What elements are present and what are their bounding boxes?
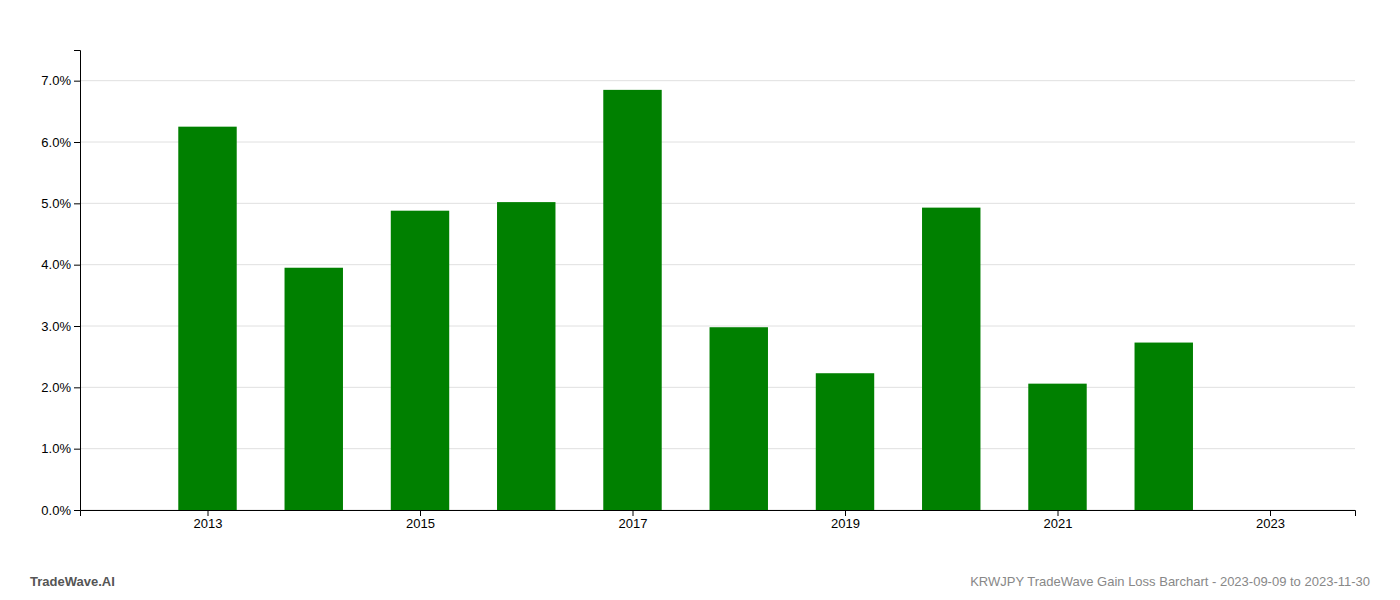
x-tick: 2019 [831,510,860,531]
y-tick-mark [74,203,80,204]
x-tick-mark [633,510,634,516]
x-tick-mark [208,510,209,516]
x-tick-mark [1058,510,1059,516]
y-tick-mark [74,81,80,82]
y-tick: 1.0% [41,441,80,456]
grid-line [80,203,1355,204]
bars [178,90,1193,510]
x-tick-mark [420,510,421,516]
grid-line [80,326,1355,327]
y-tick: 3.0% [41,319,80,334]
y-tick-label: 3.0% [41,319,71,334]
chart: 2013 2015 2017 2019 2021 2023 0.0% 1.0% 2.0% 3.0%… [0,0,1400,600]
bar [285,268,343,510]
bar [710,327,768,510]
x-axis: 2013 2015 2017 2019 2021 2023 [81,510,1356,531]
y-tick-label: 4.0% [41,257,71,272]
y-tick-mark [74,449,80,450]
x-axis-line [81,511,1356,517]
bar [1028,384,1086,510]
bar [1135,343,1193,510]
grid-line [80,80,1355,81]
y-tick: 5.0% [41,196,80,211]
y-tick-label: 5.0% [41,196,71,211]
y-tick-label: 2.0% [41,380,71,395]
grid-line [80,142,1355,143]
x-tick-label: 2013 [194,516,223,531]
x-tick: 2023 [1256,510,1285,531]
y-tick-label: 0.0% [41,503,71,518]
y-tick-mark [74,142,80,143]
x-tick-label: 2021 [1044,516,1073,531]
footer-right: KRWJPY TradeWave Gain Loss Barchart - 20… [970,574,1370,589]
y-tick-label: 1.0% [41,441,71,456]
y-tick-mark [74,326,80,327]
grid-line [80,264,1355,265]
x-tick: 2017 [619,510,648,531]
x-tick: 2015 [406,510,435,531]
y-tick-mark [74,510,80,511]
x-tick-label: 2017 [619,516,648,531]
x-tick: 2021 [1044,510,1073,531]
y-tick: 6.0% [41,135,80,150]
grid [80,81,1355,510]
bar [816,373,874,510]
y-tick: 0.0% [41,503,80,518]
bar [391,211,449,510]
bar [178,127,236,510]
y-tick-mark [74,387,80,388]
y-tick: 2.0% [41,380,80,395]
x-tick: 2013 [194,510,223,531]
footer-left: TradeWave.AI [30,574,115,589]
x-tick-label: 2015 [406,516,435,531]
y-tick-mark [74,265,80,266]
x-tick-mark [845,510,846,516]
y-axis: 0.0% 1.0% 2.0% 3.0% 4.0% 5.0% 6.0% 7.0% [41,51,80,518]
y-tick: 4.0% [41,257,80,272]
bar [922,208,980,510]
x-tick-label: 2023 [1256,516,1285,531]
bar [497,202,555,510]
bar [603,90,661,510]
y-axis-line [74,51,81,511]
x-tick-label: 2019 [831,516,860,531]
y-tick-label: 6.0% [41,135,71,150]
x-tick-mark [1270,510,1271,516]
y-tick: 7.0% [41,73,80,88]
y-tick-label: 7.0% [41,73,71,88]
